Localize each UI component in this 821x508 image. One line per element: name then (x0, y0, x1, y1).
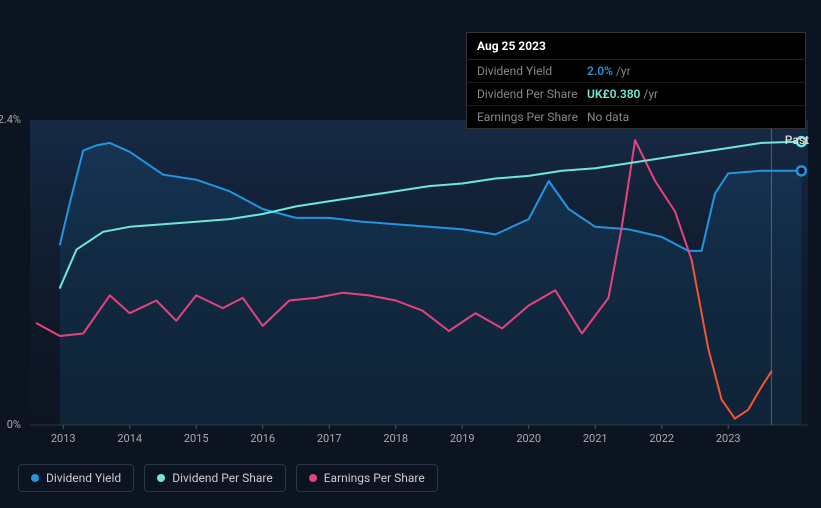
x-tick-label: 2020 (516, 432, 541, 445)
x-tick-label: 2019 (450, 432, 475, 445)
x-tick-label: 2023 (716, 432, 741, 445)
legend-dot-icon (157, 474, 165, 482)
legend-label: Dividend Per Share (172, 471, 273, 485)
tooltip-row-value: 2.0% /yr (587, 64, 631, 78)
tooltip-row-label: Dividend Per Share (477, 87, 587, 101)
tooltip-row-value: No data (587, 110, 629, 124)
legend-dot-icon (31, 474, 39, 482)
x-axis-labels: 2013 2014 2015 2016 2017 2018 2019 2020 2021 2022… (0, 432, 821, 448)
tooltip-row-label: Dividend Yield (477, 64, 587, 78)
tooltip-row-label: Earnings Per Share (477, 110, 587, 124)
legend-label: Earnings Per Share (324, 471, 425, 485)
chart-tooltip: Aug 25 2023 Dividend Yield2.0% /yrDivide… (466, 32, 806, 129)
x-tick-label: 2021 (583, 432, 608, 445)
past-label: Past (785, 133, 809, 147)
legend-item-eps[interactable]: Earnings Per Share (296, 464, 438, 492)
tooltip-row: Dividend Yield2.0% /yr (467, 60, 805, 83)
legend-item-dy[interactable]: Dividend Yield (18, 464, 134, 492)
x-tick-label: 2017 (317, 432, 342, 445)
legend-label: Dividend Yield (46, 471, 121, 485)
y-tick-label: 0% (0, 418, 21, 431)
tooltip-date: Aug 25 2023 (467, 33, 805, 60)
tooltip-row: Dividend Per ShareUK£0.380 /yr (467, 83, 805, 106)
legend-dot-icon (309, 474, 317, 482)
chart-legend: Dividend Yield Dividend Per Share Earnings… (18, 464, 438, 492)
tooltip-row: Earnings Per ShareNo data (467, 106, 805, 128)
x-tick-label: 2014 (117, 432, 142, 445)
x-tick-label: 2013 (51, 432, 76, 445)
y-tick-label: 2.4% (0, 113, 21, 126)
x-tick-label: 2015 (184, 432, 209, 445)
x-tick-label: 2018 (383, 432, 408, 445)
x-tick-label: 2016 (250, 432, 275, 445)
x-tick-label: 2022 (649, 432, 674, 445)
tooltip-row-value: UK£0.380 /yr (587, 87, 658, 101)
legend-item-dps[interactable]: Dividend Per Share (144, 464, 286, 492)
